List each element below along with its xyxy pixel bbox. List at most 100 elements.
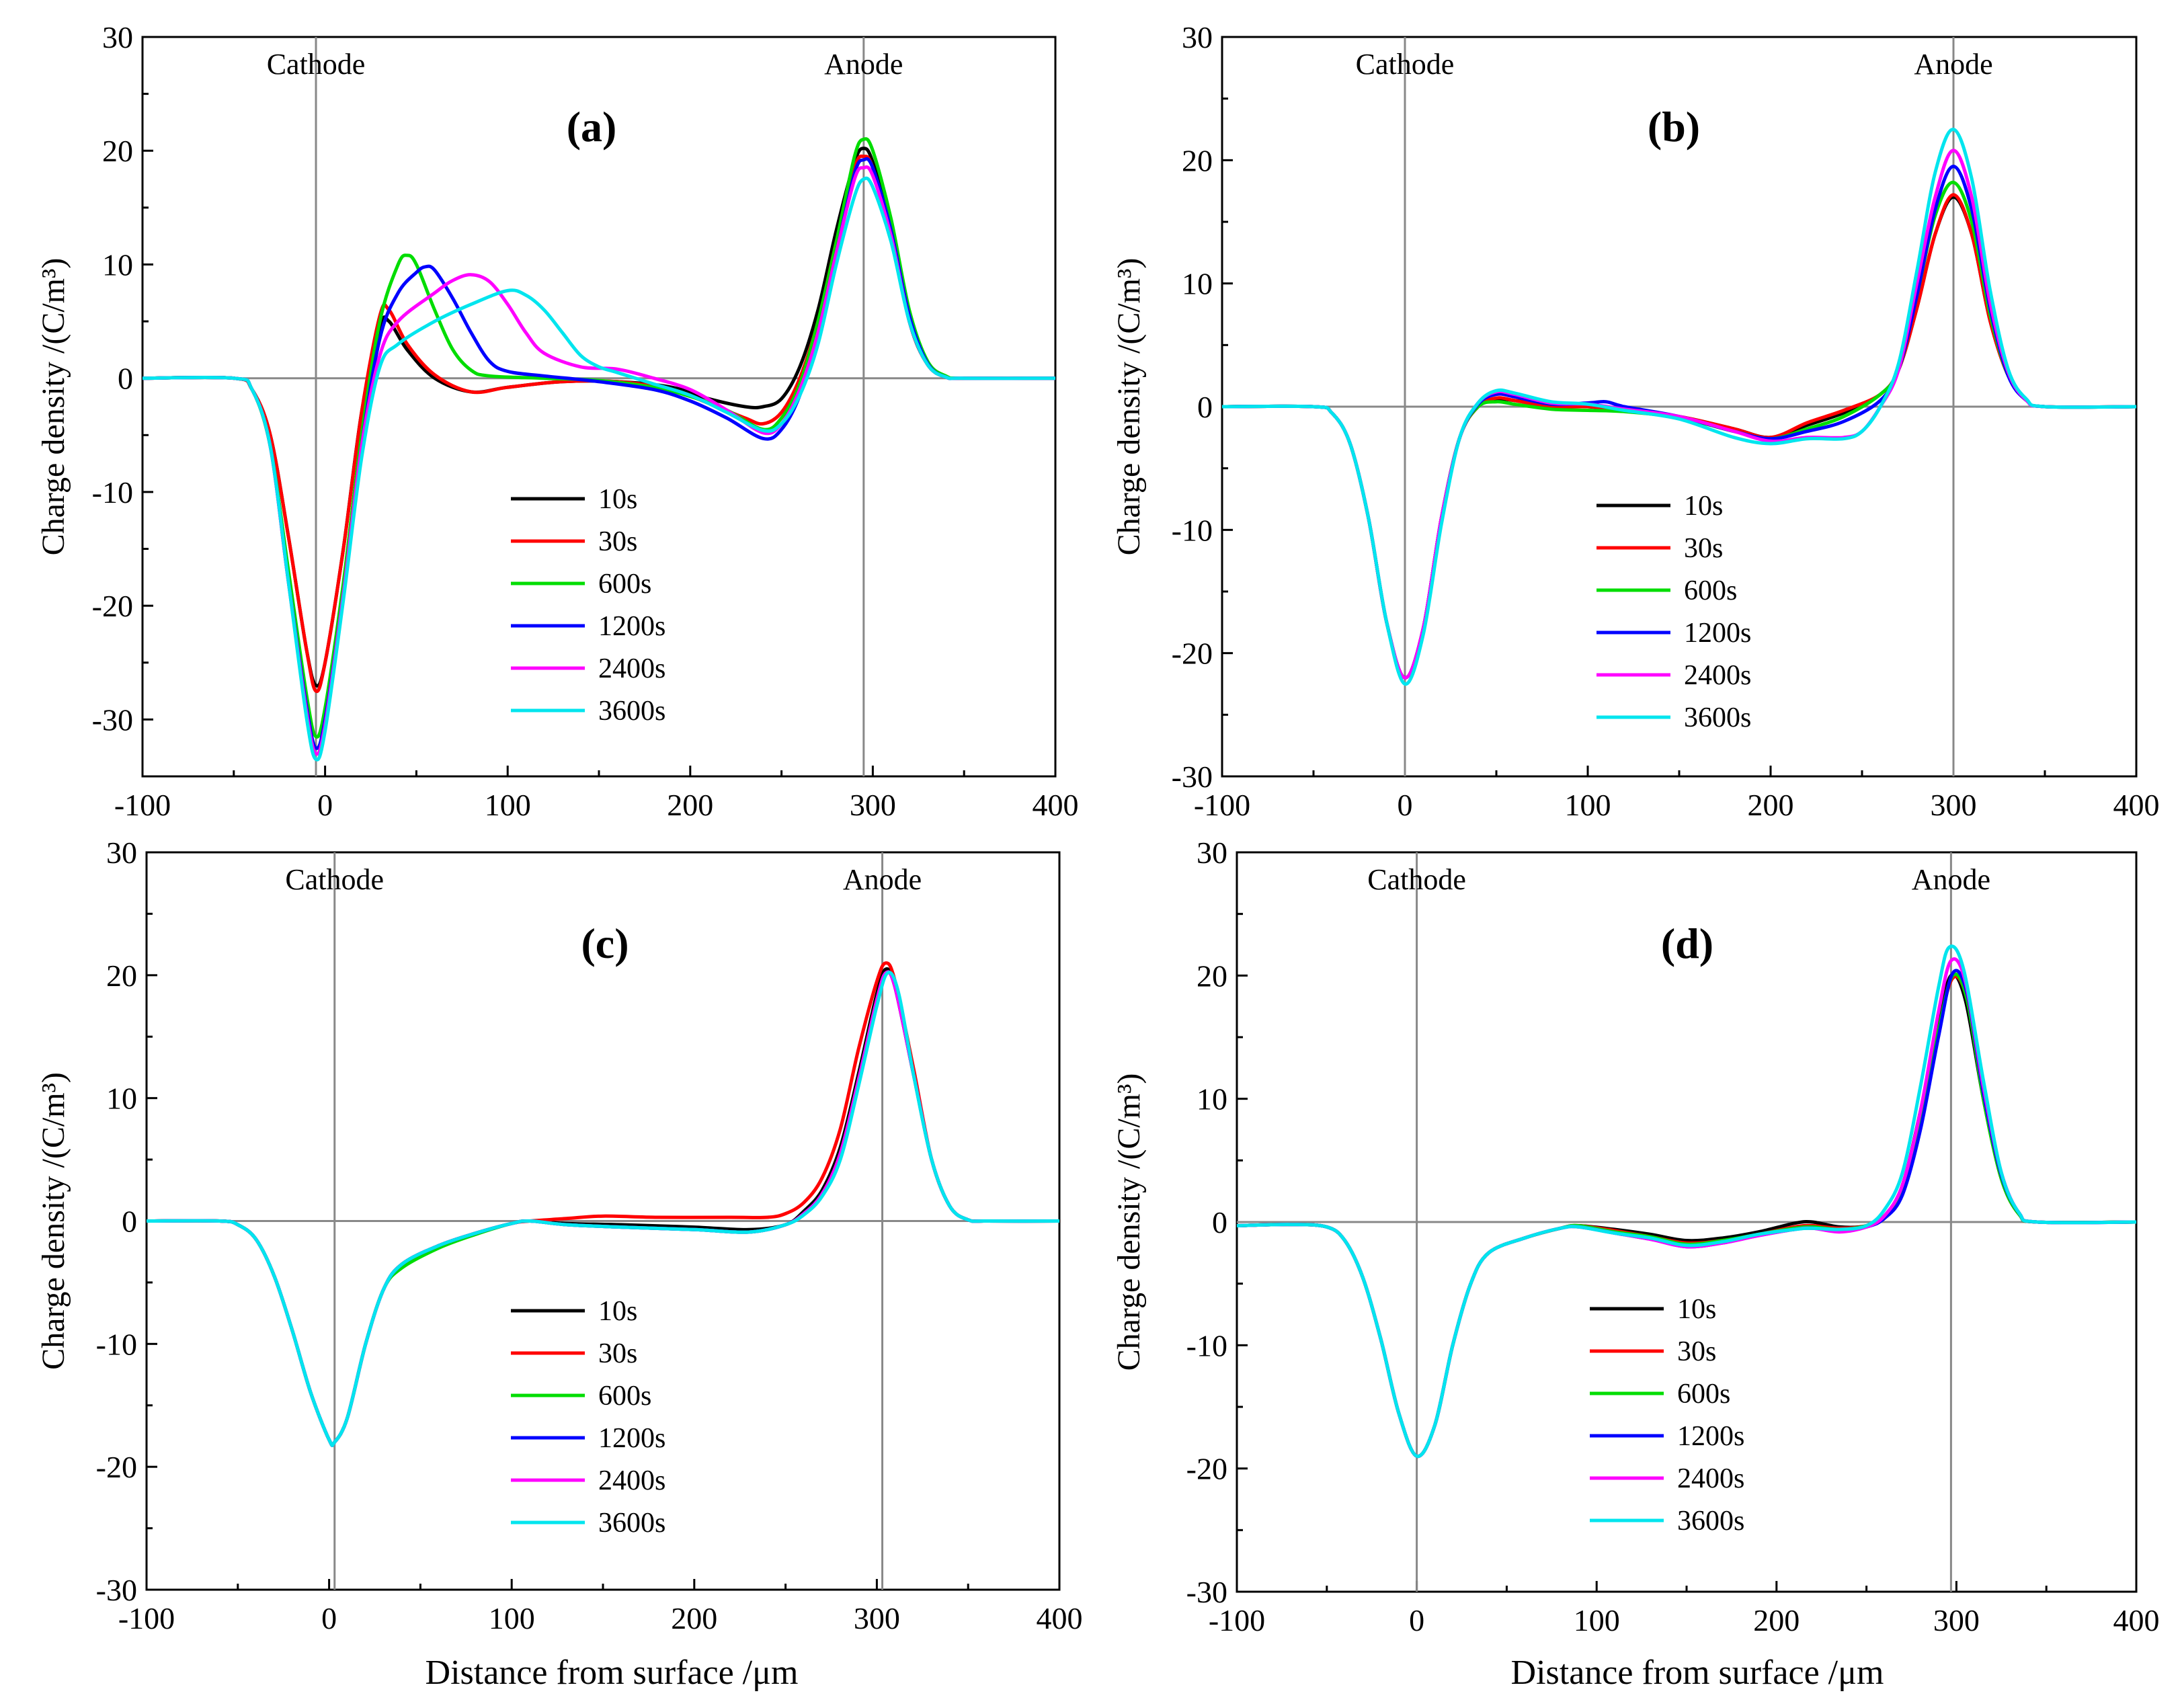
x-tick-label: 100 xyxy=(485,788,531,822)
cathode-label: Cathode xyxy=(285,863,384,896)
y-axis-title: Charge density /(C/m³) xyxy=(1111,258,1147,556)
x-tick-label: 100 xyxy=(1574,1603,1620,1637)
legend-label-600s: 600s xyxy=(1677,1379,1730,1410)
x-tick-label: 400 xyxy=(2113,1603,2160,1637)
legend-label-2400s: 2400s xyxy=(598,653,665,684)
x-axis-title-right: Distance from surface /μm xyxy=(1511,1654,1884,1692)
y-tick-label: -30 xyxy=(1172,760,1213,794)
series-line-600s xyxy=(146,970,1060,1447)
series-line-30s xyxy=(146,961,1060,1447)
legend-label-30s: 30s xyxy=(598,526,637,557)
series-line-10s xyxy=(1221,195,2137,680)
x-tick-label: 200 xyxy=(667,788,713,822)
y-tick-label: -10 xyxy=(96,1327,137,1361)
x-tick-label: 100 xyxy=(489,1601,535,1635)
x-tick-label: 300 xyxy=(854,1601,900,1635)
y-tick-label: 30 xyxy=(1182,20,1213,54)
y-tick-label: -10 xyxy=(1186,1328,1227,1363)
y-tick-label: -30 xyxy=(96,1573,137,1607)
x-tick-label: 0 xyxy=(321,1601,337,1635)
x-tick-label: 200 xyxy=(1748,788,1794,822)
panel-label: (d) xyxy=(1661,920,1713,967)
x-tick-label: -100 xyxy=(1194,788,1250,822)
y-tick-label: 0 xyxy=(122,1205,137,1239)
legend-label-1200s: 1200s xyxy=(1684,618,1751,649)
panel-b: -100 0 100 200 300 400-30-20-100102030Charge … xyxy=(1111,20,2160,822)
legend-label-3600s: 3600s xyxy=(1684,702,1751,733)
x-tick-label: 400 xyxy=(2113,788,2160,822)
y-tick-label: 20 xyxy=(102,134,133,168)
y-tick-label: 10 xyxy=(1182,267,1213,301)
series-line-10s xyxy=(146,967,1060,1447)
series-line-3600s xyxy=(1236,944,2137,1458)
y-tick-label: -10 xyxy=(92,475,133,510)
anode-label: Anode xyxy=(843,863,922,896)
anode-label: Anode xyxy=(1912,863,1990,896)
legend-label-30s: 30s xyxy=(598,1338,637,1369)
legend-label-600s: 600s xyxy=(598,1381,651,1412)
series-line-3600s xyxy=(146,971,1060,1447)
y-tick-label: 0 xyxy=(1212,1205,1227,1239)
y-tick-label: 0 xyxy=(1197,390,1213,424)
panel-c: -100 0 100 200 300 400-30-20-100102030Charge … xyxy=(36,836,1083,1635)
y-tick-label: -30 xyxy=(1186,1575,1227,1609)
series-line-1200s xyxy=(146,970,1060,1447)
y-tick-label: 10 xyxy=(106,1082,137,1116)
legend-label-3600s: 3600s xyxy=(1677,1506,1744,1537)
y-tick-label: -20 xyxy=(1172,637,1213,671)
cathode-label: Cathode xyxy=(1367,863,1466,896)
y-tick-label: 10 xyxy=(102,247,133,282)
x-tick-label: 400 xyxy=(1037,1601,1083,1635)
series-line-2400s xyxy=(146,970,1060,1447)
legend-label-1200s: 1200s xyxy=(1677,1421,1744,1452)
series-line-1200s xyxy=(1221,165,2137,680)
x-tick-label: 200 xyxy=(671,1601,717,1635)
y-tick-label: 0 xyxy=(118,362,133,396)
series-line-2400s xyxy=(1221,149,2137,680)
cathode-label: Cathode xyxy=(267,48,366,81)
series-line-3600s xyxy=(142,176,1056,762)
series-line-600s xyxy=(142,137,1056,739)
y-axis-title: Charge density /(C/m³) xyxy=(36,258,71,556)
y-tick-label: -30 xyxy=(92,702,133,737)
y-tick-label: -10 xyxy=(1172,513,1213,547)
series-line-10s xyxy=(142,147,1056,688)
y-axis-title: Charge density /(C/m³) xyxy=(36,1072,71,1370)
y-tick-label: 20 xyxy=(106,959,137,993)
x-tick-label: 0 xyxy=(317,788,333,822)
x-tick-label: 200 xyxy=(1753,1603,1800,1637)
legend-label-30s: 30s xyxy=(1677,1336,1716,1367)
legend-label-10s: 10s xyxy=(1684,491,1723,522)
y-tick-label: -20 xyxy=(92,589,133,623)
x-tick-label: 400 xyxy=(1033,788,1079,822)
x-axis-title: Distance from surface /μm xyxy=(426,1654,799,1692)
y-tick-label: 30 xyxy=(1197,836,1227,870)
legend-label-3600s: 3600s xyxy=(598,1508,665,1539)
legend-label-3600s: 3600s xyxy=(598,696,665,727)
x-tick-label: 300 xyxy=(1931,788,1977,822)
x-tick-label: 100 xyxy=(1565,788,1611,822)
legend-label-2400s: 2400s xyxy=(1684,660,1751,691)
y-tick-label: -20 xyxy=(96,1450,137,1484)
legend-label-600s: 600s xyxy=(1684,575,1737,606)
legend-label-10s: 10s xyxy=(598,1296,637,1327)
panel-a: -100 0 100 200 300 400-30-20-100102030Charge … xyxy=(36,20,1079,822)
legend-label-10s: 10s xyxy=(598,484,637,515)
y-tick-label: 20 xyxy=(1182,143,1213,177)
anode-label: Anode xyxy=(824,48,903,81)
x-tick-label: -100 xyxy=(114,788,171,822)
legend-label-1200s: 1200s xyxy=(598,1423,665,1454)
legend-label-1200s: 1200s xyxy=(598,611,665,642)
panel-label: (b) xyxy=(1648,103,1700,151)
y-axis-title: Charge density /(C/m³) xyxy=(1111,1073,1147,1371)
legend-label-2400s: 2400s xyxy=(598,1465,665,1496)
cathode-label: Cathode xyxy=(1356,48,1455,81)
panel-label: (a) xyxy=(567,103,617,151)
anode-label: Anode xyxy=(1914,48,1992,81)
series-line-3600s xyxy=(1221,128,2137,686)
x-tick-label: 0 xyxy=(1409,1603,1424,1637)
x-tick-label: 0 xyxy=(1398,788,1413,822)
x-tick-label: -100 xyxy=(118,1601,175,1635)
x-tick-label: 300 xyxy=(1933,1603,1980,1637)
